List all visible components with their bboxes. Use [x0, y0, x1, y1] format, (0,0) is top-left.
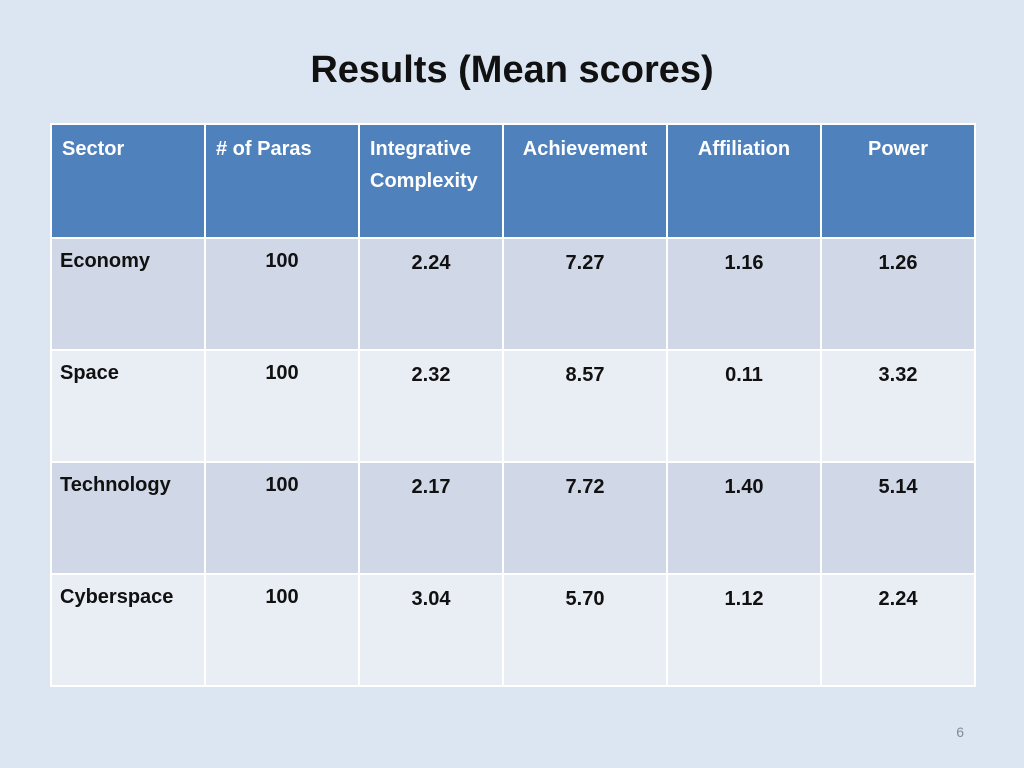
cell-sector: Cyberspace: [50, 573, 206, 687]
cell-power: 1.26: [820, 237, 976, 351]
header-integrative-complexity: Integrative Complexity: [358, 123, 504, 239]
cell-achievement: 5.70: [502, 573, 668, 687]
table-row: Cyberspace 100 3.04 5.70 1.12 2.24: [50, 573, 976, 687]
cell-affiliation: 1.40: [666, 461, 822, 575]
slide-title: Results (Mean scores): [310, 49, 714, 91]
cell-power: 2.24: [820, 573, 976, 687]
header-power: Power: [820, 123, 976, 239]
cell-affiliation: 1.12: [666, 573, 822, 687]
cell-affiliation: 0.11: [666, 349, 822, 463]
table-row: Economy 100 2.24 7.27 1.16 1.26: [50, 237, 976, 351]
table-header-row: Sector # of Paras Integrative Complexity…: [50, 123, 976, 239]
cell-num-paras: 100: [204, 573, 360, 687]
cell-sector: Technology: [50, 461, 206, 575]
header-affiliation: Affiliation: [666, 123, 822, 239]
cell-integrative-complexity: 2.24: [358, 237, 504, 351]
cell-sector: Space: [50, 349, 206, 463]
cell-integrative-complexity: 3.04: [358, 573, 504, 687]
cell-achievement: 7.72: [502, 461, 668, 575]
cell-affiliation: 1.16: [666, 237, 822, 351]
cell-achievement: 7.27: [502, 237, 668, 351]
cell-num-paras: 100: [204, 461, 360, 575]
header-sector: Sector: [50, 123, 206, 239]
cell-achievement: 8.57: [502, 349, 668, 463]
cell-power: 5.14: [820, 461, 976, 575]
table-row: Technology 100 2.17 7.72 1.40 5.14: [50, 461, 976, 575]
header-achievement: Achievement: [502, 123, 668, 239]
slide-number: 6: [956, 724, 964, 740]
header-num-paras: # of Paras: [204, 123, 360, 239]
table-row: Space 100 2.32 8.57 0.11 3.32: [50, 349, 976, 463]
cell-power: 3.32: [820, 349, 976, 463]
cell-integrative-complexity: 2.17: [358, 461, 504, 575]
cell-integrative-complexity: 2.32: [358, 349, 504, 463]
cell-sector: Economy: [50, 237, 206, 351]
results-table: Sector # of Paras Integrative Complexity…: [50, 123, 976, 687]
cell-num-paras: 100: [204, 349, 360, 463]
cell-num-paras: 100: [204, 237, 360, 351]
